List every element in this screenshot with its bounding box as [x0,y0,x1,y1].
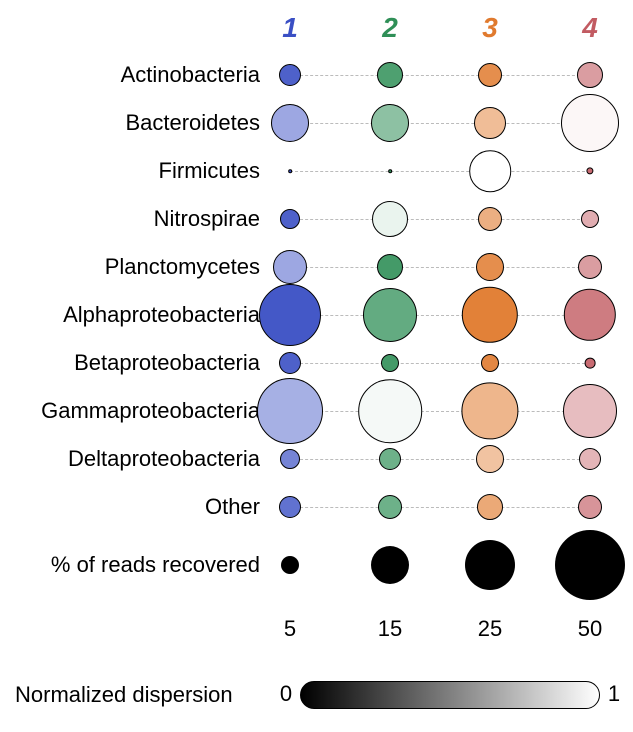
size-legend-value: 5 [284,616,296,642]
bubble [279,496,301,518]
bubble [586,167,593,174]
gridline [290,123,590,124]
bubble-matrix-chart: 1 2 3 4 Actinobacteria Bacteroidetes Firmicut… [0,0,633,732]
bubble [377,254,403,280]
row-label: Bacteroidetes [125,110,260,136]
bubble [462,287,518,343]
bubble [577,62,603,88]
bubble [476,445,504,473]
bubble [379,448,401,470]
column-header-3: 3 [482,12,498,44]
bubble [478,63,502,87]
gridline [290,459,590,460]
bubble [561,94,619,152]
row-label: Betaproteobacteria [74,350,260,376]
bubble [578,255,602,279]
bubble [578,495,602,519]
gridline [290,267,590,268]
size-legend-circle [281,556,299,574]
bubble [280,449,300,469]
bubble [461,382,518,439]
bubble [279,64,301,86]
row-label: Other [205,494,260,520]
column-header-2: 2 [382,12,398,44]
dispersion-tick-1: 1 [608,681,620,707]
bubble [474,107,506,139]
size-legend-label: % of reads recovered [51,552,260,578]
size-legend-circle [465,540,515,590]
bubble [564,289,616,341]
bubble [259,284,321,346]
bubble [476,253,504,281]
bubble [469,150,511,192]
bubble [579,448,601,470]
bubble [257,378,323,444]
size-legend-circle [371,546,409,584]
size-legend-value: 50 [578,616,602,642]
bubble [279,352,301,374]
bubble [378,495,402,519]
gridline [290,363,590,364]
bubble [271,104,309,142]
bubble [563,384,617,438]
row-label: Planctomycetes [105,254,260,280]
bubble [371,104,409,142]
bubble [478,207,502,231]
row-label: Alphaproteobacteria [63,302,260,328]
row-label: Actinobacteria [121,62,260,88]
bubble [481,354,499,372]
gridline [290,171,590,172]
row-label: Gammaproteobacteria [41,398,260,424]
size-legend-value: 15 [378,616,402,642]
bubble [581,210,599,228]
column-header-1: 1 [282,12,298,44]
row-label: Deltaproteobacteria [68,446,260,472]
bubble [585,358,596,369]
gridline [290,411,590,412]
bubble [358,379,422,443]
dispersion-gradient-bar [300,681,600,709]
bubble [372,201,408,237]
dispersion-tick-0: 0 [280,681,292,707]
gridline [290,75,590,76]
row-label: Nitrospirae [154,206,260,232]
gridline [290,507,590,508]
bubble [388,169,392,173]
bubble [273,250,307,284]
size-legend-circle [555,530,625,600]
bubble [377,62,403,88]
size-legend-value: 25 [478,616,502,642]
column-header-4: 4 [582,12,598,44]
row-label: Firmicutes [159,158,260,184]
gridline [290,219,590,220]
bubble [381,354,399,372]
bubble [363,288,417,342]
bubble [288,169,292,173]
dispersion-legend-label: Normalized dispersion [15,682,233,708]
bubble [477,494,503,520]
bubble [280,209,300,229]
gridline [290,315,590,316]
